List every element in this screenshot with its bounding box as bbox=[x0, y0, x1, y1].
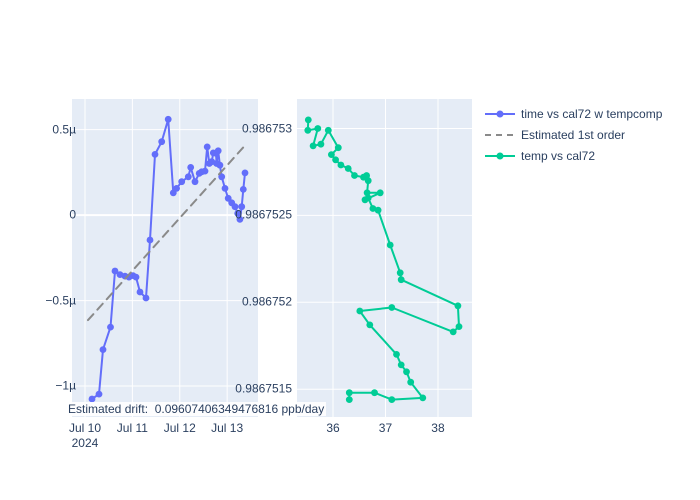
drift-annotation: Estimated drift: 0.09607406349476816 ppb… bbox=[66, 402, 327, 416]
legend-dashed-line-icon bbox=[485, 133, 515, 136]
legend-label: temp vs cal72 bbox=[521, 148, 596, 163]
x-tick-label: 36 bbox=[326, 421, 340, 435]
legend: time vs cal72 w tempcomp Estimated 1st o… bbox=[484, 103, 662, 166]
legend-label: time vs cal72 w tempcomp bbox=[521, 106, 663, 121]
left-plot-panel[interactable] bbox=[72, 99, 258, 417]
legend-line-marker-icon bbox=[485, 152, 515, 159]
right-plot-panel[interactable] bbox=[297, 99, 472, 417]
legend-item-temp-vs-cal72[interactable]: temp vs cal72 bbox=[484, 145, 662, 166]
x-tick-label: 37 bbox=[378, 421, 393, 435]
legend-line-marker-icon bbox=[485, 110, 515, 117]
x-tick-label: Jul 12 bbox=[163, 421, 196, 435]
x-tick-label: Jul 13 bbox=[211, 421, 244, 435]
x-tick-label: Jul 10 2024 bbox=[68, 421, 101, 450]
legend-item-estimated-1st-order[interactable]: Estimated 1st order bbox=[484, 124, 662, 145]
x-tick-label: 38 bbox=[431, 421, 445, 435]
legend-item-time-vs-cal72[interactable]: time vs cal72 w tempcomp bbox=[484, 103, 662, 124]
series-line-Estimated-1st-order bbox=[87, 142, 249, 322]
x-tick-label: Jul 11 bbox=[116, 421, 148, 435]
legend-label: Estimated 1st order bbox=[521, 127, 626, 142]
